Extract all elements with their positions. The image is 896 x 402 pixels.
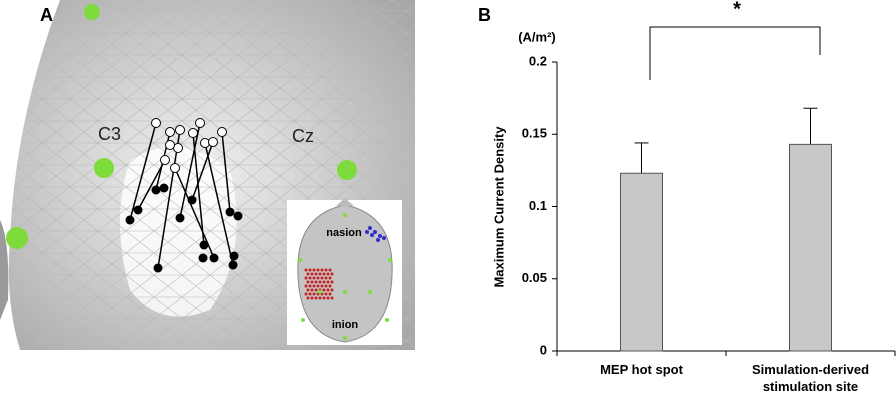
coil-position bbox=[322, 296, 326, 300]
coil-position bbox=[306, 280, 310, 284]
coil-position bbox=[314, 296, 318, 300]
coil-position bbox=[304, 292, 308, 296]
inset-label: inion bbox=[332, 319, 359, 331]
coil-position bbox=[330, 296, 334, 300]
coil-position bbox=[308, 276, 312, 280]
coil-position bbox=[306, 296, 310, 300]
coil-position bbox=[316, 284, 320, 288]
coil-position bbox=[306, 288, 310, 292]
y-tick-label: 0 bbox=[540, 342, 547, 357]
coil-position bbox=[330, 280, 334, 284]
x-tick-label: MEP hot spot bbox=[600, 362, 683, 377]
inset-label: nasion bbox=[326, 227, 362, 239]
panel-label: A bbox=[40, 5, 53, 25]
coil-position bbox=[308, 268, 312, 272]
coil-position bbox=[320, 276, 324, 280]
coil-position bbox=[312, 284, 316, 288]
coil-position bbox=[322, 272, 326, 276]
coil-position bbox=[310, 288, 314, 292]
coil-position bbox=[318, 280, 322, 284]
coil-position bbox=[326, 272, 330, 276]
coil-position bbox=[322, 280, 326, 284]
coil-position bbox=[314, 272, 318, 276]
coil-position bbox=[308, 284, 312, 288]
coil-position bbox=[324, 276, 328, 280]
coil-position bbox=[312, 292, 316, 296]
y-tick-label: 0.2 bbox=[529, 53, 547, 68]
coil-position bbox=[310, 272, 314, 276]
coil-position bbox=[328, 268, 332, 272]
y-axis-label: Maximum Current Density bbox=[491, 126, 506, 288]
coil-position bbox=[324, 268, 328, 272]
coil-position bbox=[318, 296, 322, 300]
coil-position bbox=[316, 268, 320, 272]
coil-position bbox=[324, 284, 328, 288]
coil-position bbox=[320, 284, 324, 288]
bar bbox=[620, 172, 663, 352]
coil-position bbox=[312, 268, 316, 272]
coil-position bbox=[304, 276, 308, 280]
coil-position bbox=[326, 296, 330, 300]
panel-label: B bbox=[478, 5, 491, 25]
coil-position bbox=[330, 288, 334, 292]
unit-label: (A/m²) bbox=[518, 29, 556, 44]
y-tick-label: 0.1 bbox=[529, 198, 547, 213]
coil-position bbox=[304, 284, 308, 288]
significance: * bbox=[733, 0, 741, 20]
x-tick-label: Simulation-derived stimulation site bbox=[751, 362, 870, 394]
coil-position bbox=[306, 272, 310, 276]
coil-position bbox=[318, 272, 322, 276]
electrode-label: C3 bbox=[98, 124, 121, 144]
significance-bracket bbox=[649, 26, 821, 80]
coil-position bbox=[310, 296, 314, 300]
coil-position bbox=[328, 292, 332, 296]
coil-position bbox=[322, 288, 326, 292]
coil-position bbox=[316, 276, 320, 280]
coil-position bbox=[314, 280, 318, 284]
coil-position bbox=[320, 268, 324, 272]
electrode-label: Cz bbox=[292, 126, 314, 146]
y-tick-label: 0.15 bbox=[522, 126, 547, 141]
inset bbox=[287, 198, 402, 345]
coil-position bbox=[308, 292, 312, 296]
coil-position bbox=[328, 276, 332, 280]
bar bbox=[789, 143, 832, 352]
coil-position bbox=[326, 288, 330, 292]
y-tick-label: 0.05 bbox=[522, 270, 547, 285]
coil-position bbox=[326, 280, 330, 284]
coil-position bbox=[328, 284, 332, 288]
coil-position bbox=[304, 268, 308, 272]
coil-position bbox=[314, 288, 318, 292]
coil-position bbox=[330, 272, 334, 276]
coil-position bbox=[312, 276, 316, 280]
coil-position bbox=[324, 292, 328, 296]
coil-position bbox=[310, 280, 314, 284]
